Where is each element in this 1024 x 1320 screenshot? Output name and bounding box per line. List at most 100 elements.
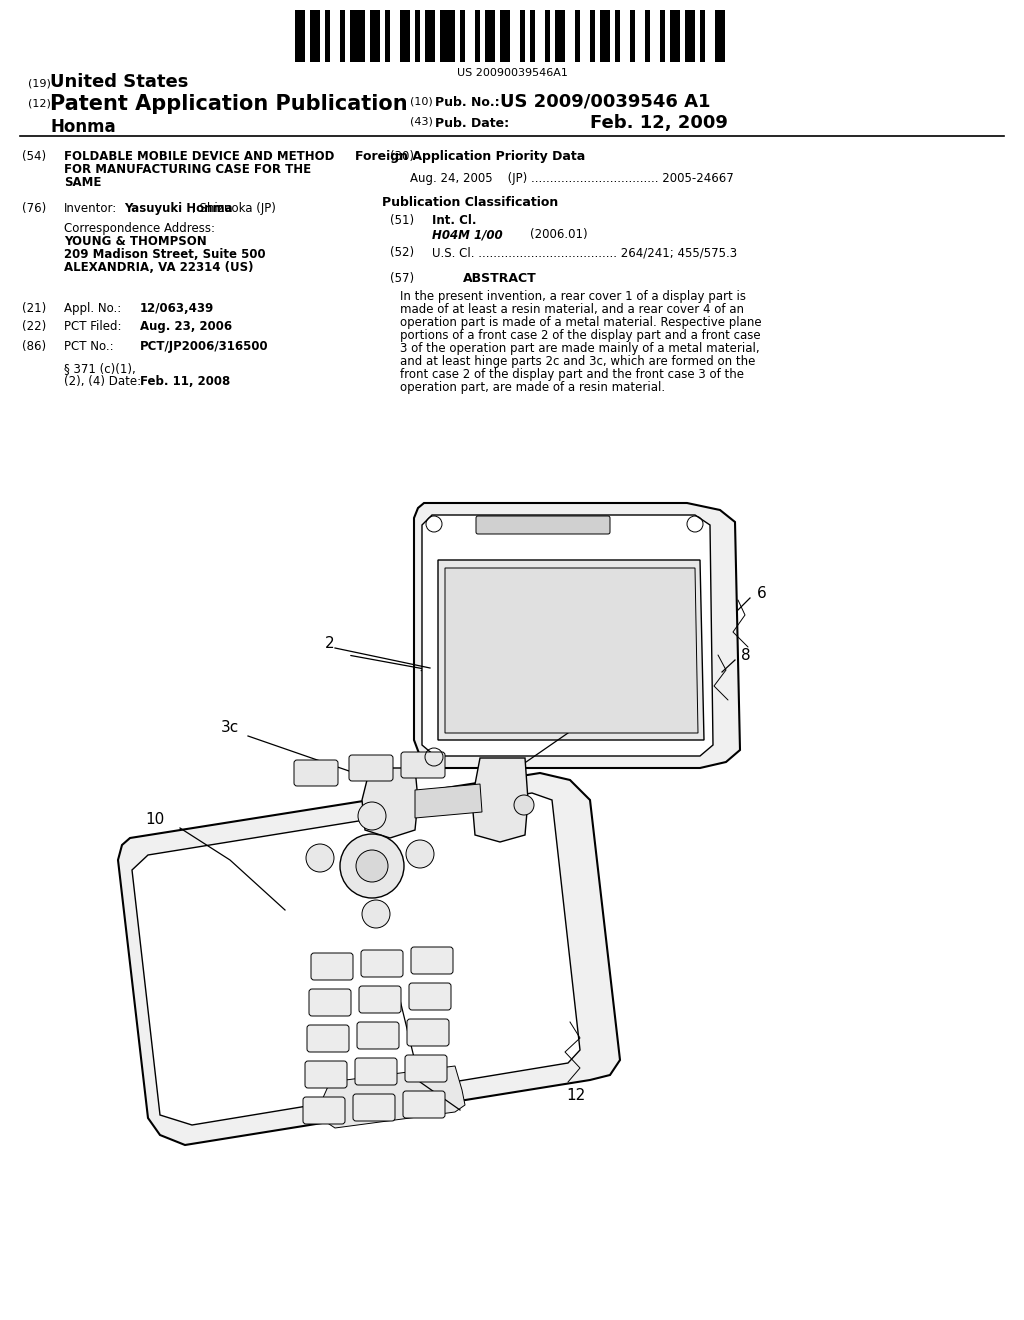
Bar bbox=[455, 11, 460, 62]
Bar bbox=[700, 11, 705, 62]
Text: 12: 12 bbox=[566, 1088, 586, 1102]
Text: 3c: 3c bbox=[221, 721, 240, 735]
Text: (10): (10) bbox=[410, 96, 433, 106]
FancyBboxPatch shape bbox=[355, 1059, 397, 1085]
Bar bbox=[510, 11, 520, 62]
Text: (21): (21) bbox=[22, 302, 46, 315]
Text: Patent Application Publication: Patent Application Publication bbox=[50, 94, 408, 114]
Bar bbox=[310, 11, 319, 62]
FancyBboxPatch shape bbox=[476, 516, 610, 535]
Text: (86): (86) bbox=[22, 341, 46, 352]
Bar bbox=[615, 11, 620, 62]
FancyBboxPatch shape bbox=[353, 1094, 395, 1121]
Text: FOR MANUFACTURING CASE FOR THE: FOR MANUFACTURING CASE FOR THE bbox=[63, 162, 311, 176]
FancyBboxPatch shape bbox=[309, 989, 351, 1016]
Polygon shape bbox=[422, 515, 713, 756]
Bar bbox=[635, 11, 645, 62]
Bar bbox=[520, 11, 525, 62]
Bar bbox=[480, 11, 485, 62]
Bar bbox=[410, 11, 415, 62]
FancyBboxPatch shape bbox=[357, 1022, 399, 1049]
Text: PCT Filed:: PCT Filed: bbox=[63, 319, 122, 333]
Bar bbox=[610, 11, 615, 62]
Bar bbox=[660, 11, 665, 62]
Text: (12): (12) bbox=[28, 99, 51, 110]
Bar bbox=[325, 11, 330, 62]
Circle shape bbox=[362, 900, 390, 928]
Text: H04M 1/00: H04M 1/00 bbox=[432, 228, 503, 242]
Bar bbox=[590, 11, 595, 62]
Text: Aug. 23, 2006: Aug. 23, 2006 bbox=[140, 319, 232, 333]
Bar bbox=[465, 11, 475, 62]
Bar bbox=[620, 11, 630, 62]
Polygon shape bbox=[362, 768, 418, 838]
Text: US 20090039546A1: US 20090039546A1 bbox=[457, 69, 567, 78]
Circle shape bbox=[358, 803, 386, 830]
Bar bbox=[319, 11, 325, 62]
Text: YOUNG & THOMPSON: YOUNG & THOMPSON bbox=[63, 235, 207, 248]
Text: (19): (19) bbox=[28, 78, 51, 88]
Text: front case 2 of the display part and the front case 3 of the: front case 2 of the display part and the… bbox=[400, 368, 744, 381]
Bar bbox=[420, 11, 425, 62]
Text: Appl. No.:: Appl. No.: bbox=[63, 302, 121, 315]
Text: (52): (52) bbox=[390, 246, 414, 259]
Bar bbox=[500, 11, 510, 62]
Text: operation part, are made of a resin material.: operation part, are made of a resin mate… bbox=[400, 381, 666, 393]
Bar bbox=[495, 11, 500, 62]
Bar bbox=[580, 11, 590, 62]
Bar bbox=[555, 11, 565, 62]
Text: (54): (54) bbox=[22, 150, 46, 162]
Text: FOLDABLE MOBILE DEVICE AND METHOD: FOLDABLE MOBILE DEVICE AND METHOD bbox=[63, 150, 335, 162]
Text: Honma: Honma bbox=[50, 117, 116, 136]
Bar bbox=[685, 11, 695, 62]
Text: (2), (4) Date:: (2), (4) Date: bbox=[63, 375, 141, 388]
Bar bbox=[380, 11, 385, 62]
FancyBboxPatch shape bbox=[311, 953, 353, 979]
Polygon shape bbox=[438, 560, 705, 741]
Text: Pub. No.:: Pub. No.: bbox=[435, 96, 500, 110]
Text: § 371 (c)(1),: § 371 (c)(1), bbox=[63, 362, 136, 375]
FancyBboxPatch shape bbox=[307, 1026, 349, 1052]
Bar bbox=[550, 11, 555, 62]
Bar bbox=[400, 11, 410, 62]
Text: 3 of the operation part are made mainly of a metal material,: 3 of the operation part are made mainly … bbox=[400, 342, 760, 355]
Text: and at least hinge parts 2c and 3c, which are formed on the: and at least hinge parts 2c and 3c, whic… bbox=[400, 355, 756, 368]
Text: 2: 2 bbox=[326, 636, 335, 652]
Text: made of at least a resin material, and a rear cover 4 of an: made of at least a resin material, and a… bbox=[400, 304, 744, 315]
Bar bbox=[345, 11, 350, 62]
FancyBboxPatch shape bbox=[305, 1061, 347, 1088]
Bar bbox=[600, 11, 610, 62]
Text: United States: United States bbox=[50, 73, 188, 91]
Circle shape bbox=[340, 834, 404, 898]
Text: ALEXANDRIA, VA 22314 (US): ALEXANDRIA, VA 22314 (US) bbox=[63, 261, 254, 275]
Polygon shape bbox=[472, 758, 528, 842]
Text: SAME: SAME bbox=[63, 176, 101, 189]
Text: , Shizuoka (JP): , Shizuoka (JP) bbox=[193, 202, 275, 215]
FancyBboxPatch shape bbox=[406, 1055, 447, 1082]
Bar bbox=[415, 11, 420, 62]
Bar bbox=[530, 11, 535, 62]
FancyBboxPatch shape bbox=[349, 755, 393, 781]
Text: Pub. Date:: Pub. Date: bbox=[435, 117, 509, 129]
Text: 2c: 2c bbox=[579, 718, 597, 734]
Bar bbox=[330, 11, 340, 62]
Text: (43): (43) bbox=[410, 117, 433, 127]
Bar bbox=[665, 11, 670, 62]
Bar bbox=[435, 11, 440, 62]
Text: PCT No.:: PCT No.: bbox=[63, 341, 114, 352]
Text: (51): (51) bbox=[390, 214, 414, 227]
FancyBboxPatch shape bbox=[303, 1097, 345, 1125]
Text: ABSTRACT: ABSTRACT bbox=[463, 272, 537, 285]
Bar bbox=[650, 11, 660, 62]
Text: Yasuyuki Honma: Yasuyuki Honma bbox=[124, 202, 232, 215]
FancyBboxPatch shape bbox=[403, 1092, 445, 1118]
Bar bbox=[365, 11, 370, 62]
Bar bbox=[295, 11, 305, 62]
Bar bbox=[350, 11, 365, 62]
Polygon shape bbox=[132, 793, 580, 1125]
Text: 8: 8 bbox=[741, 648, 751, 663]
Text: 6: 6 bbox=[757, 586, 767, 601]
Text: operation part is made of a metal material. Respective plane: operation part is made of a metal materi… bbox=[400, 315, 762, 329]
Text: (76): (76) bbox=[22, 202, 46, 215]
Text: 10: 10 bbox=[145, 813, 165, 828]
